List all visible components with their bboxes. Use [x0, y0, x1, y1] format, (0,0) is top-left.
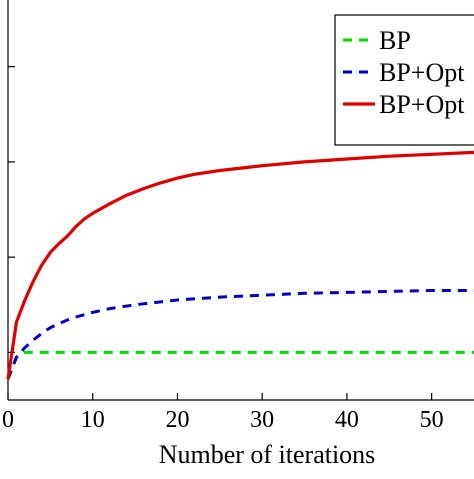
legend-label-0: BP: [379, 26, 411, 55]
x-tick-label-1: 10: [81, 407, 105, 433]
x-tick-label-4: 40: [335, 407, 359, 433]
x-axis-label: Number of iterations: [159, 440, 376, 469]
x-tick-label-3: 30: [250, 407, 274, 433]
legend-label-2: BP+Opt: [379, 90, 465, 119]
x-tick-label-0: 0: [2, 407, 14, 433]
series-line-0: [8, 352, 474, 379]
legend-label-1: BP+Opt: [379, 58, 465, 87]
x-tick-label-2: 20: [165, 407, 189, 433]
series-line-2: [8, 152, 474, 379]
series-line-1: [8, 291, 474, 380]
x-tick-label-5: 50: [420, 407, 444, 433]
